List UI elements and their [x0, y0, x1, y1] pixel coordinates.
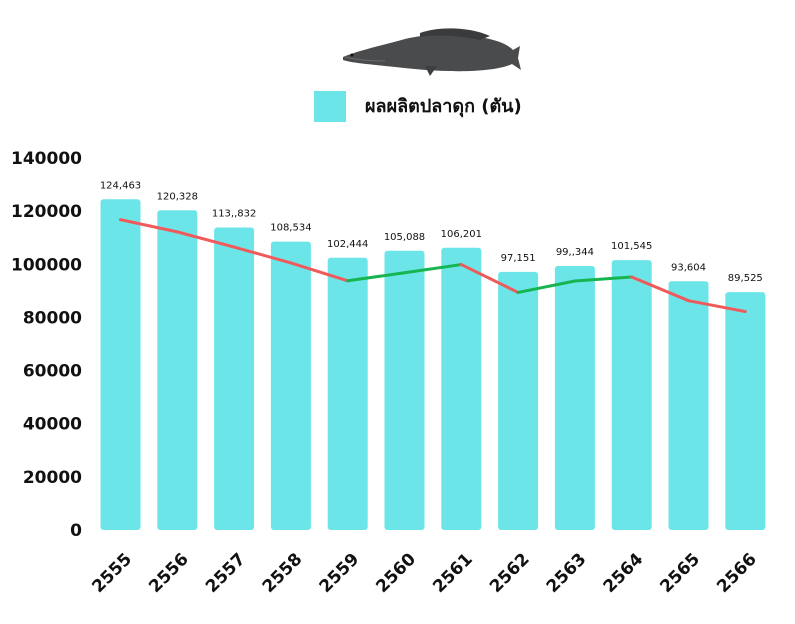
trend-segment: [232, 245, 293, 265]
x-tick-label: 2560: [372, 549, 420, 597]
data-label: 124,463: [100, 180, 141, 191]
trend-segment: [403, 263, 463, 275]
x-tick-label: 2559: [316, 549, 364, 597]
y-tick-label: 140000: [11, 149, 82, 169]
x-tick-label: 2555: [88, 549, 136, 597]
data-label: 120,328: [157, 191, 198, 202]
x-tick-label: 2563: [543, 549, 591, 597]
data-label: 108,534: [270, 223, 311, 234]
catfish-icon: [343, 28, 521, 76]
data-label: 97,151: [501, 253, 536, 264]
legend-swatch: [314, 91, 346, 122]
y-axis: 0 20000 40000 60000 80000 100000 120000 140000: [11, 149, 82, 541]
data-label: 99,,344: [556, 247, 594, 258]
data-label: 101,545: [611, 241, 652, 252]
bar: [668, 281, 709, 530]
y-tick-label: 20000: [23, 468, 82, 488]
bar: [384, 250, 425, 530]
y-tick-label: 60000: [23, 362, 82, 382]
trend-segment: [119, 218, 179, 234]
trend-segment: [573, 275, 634, 283]
bar: [441, 247, 482, 530]
bar: [725, 292, 766, 530]
bars: [100, 199, 766, 531]
bar: [498, 271, 539, 530]
data-label: 105,088: [384, 232, 425, 243]
x-tick-label: 2565: [656, 549, 704, 597]
legend: ผลผลิตปลาดุก (ตัน): [314, 91, 522, 122]
x-tick-label: 2562: [486, 549, 534, 597]
x-tick-label: 2566: [713, 549, 761, 597]
y-tick-label: 40000: [23, 415, 82, 435]
y-tick-label: 100000: [11, 255, 82, 275]
data-label: 93,604: [671, 262, 706, 273]
x-tick-label: 2561: [429, 549, 477, 597]
trend-segment: [630, 275, 690, 303]
trend-segment: [516, 279, 577, 294]
trend-line: [119, 218, 747, 314]
bar: [270, 241, 311, 530]
y-tick-label: 0: [70, 521, 82, 541]
x-tick-label: 2564: [600, 549, 648, 597]
data-labels: 124,463 120,328 113,,832 108,534 102,444 105,…: [100, 180, 763, 284]
data-label: 102,444: [327, 239, 368, 250]
bar: [554, 266, 595, 530]
x-tick-label: 2557: [202, 549, 250, 597]
x-axis: 2555 2556 2557 2558 2559 2560 2561 2562 2563 2564…: [88, 549, 760, 597]
y-tick-label: 120000: [11, 202, 82, 222]
trend-segment: [175, 230, 236, 249]
trend-segment: [346, 271, 406, 283]
y-tick-label: 80000: [23, 308, 82, 328]
data-label: 106,201: [441, 229, 482, 240]
bar: [214, 227, 255, 531]
bar: [611, 260, 652, 530]
x-tick-label: 2556: [145, 549, 193, 597]
data-label: 89,525: [728, 273, 763, 284]
bar: [157, 210, 198, 531]
data-label: 113,,832: [212, 209, 257, 220]
trend-segment: [687, 299, 747, 314]
trend-segment: [289, 261, 350, 283]
trend-segment: [459, 263, 520, 294]
bar: [100, 199, 141, 530]
x-tick-label: 2558: [259, 549, 307, 597]
bar: [327, 257, 368, 530]
legend-label: ผลผลิตปลาดุก (ตัน): [365, 96, 522, 118]
